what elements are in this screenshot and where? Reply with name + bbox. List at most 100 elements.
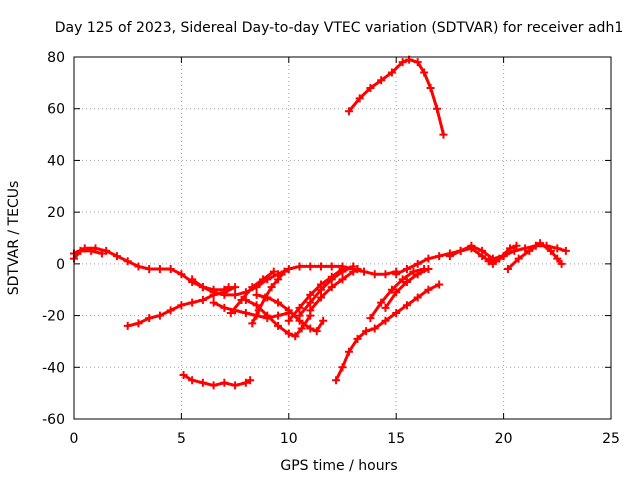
- data-point: [179, 371, 188, 380]
- data-point: [424, 254, 433, 263]
- data-point: [274, 321, 283, 330]
- series-line: [347, 58, 445, 137]
- data-point: [312, 327, 321, 336]
- data-point: [467, 241, 476, 250]
- data-point: [546, 246, 555, 255]
- data-point: [398, 275, 407, 284]
- data-point: [506, 244, 515, 253]
- chart-title: Day 125 of 2023, Sidereal Day-to-day VTE…: [55, 20, 623, 36]
- x-axis-label: GPS time / hours: [280, 458, 397, 474]
- y-tick-label: 40: [47, 153, 65, 169]
- series-arc-4: [179, 371, 255, 390]
- data-point: [145, 265, 154, 274]
- data-point: [435, 280, 444, 289]
- data-point: [263, 293, 272, 302]
- data-point: [420, 68, 429, 77]
- series-line: [287, 267, 344, 323]
- series-arc-13: [306, 265, 362, 315]
- series-arc-12: [295, 262, 358, 320]
- x-tick-label: 5: [177, 431, 186, 447]
- data-point: [353, 334, 362, 343]
- data-point: [188, 376, 197, 385]
- data-point: [280, 267, 289, 276]
- data-point: [259, 275, 268, 284]
- data-point: [433, 104, 442, 113]
- data-point: [332, 376, 341, 385]
- data-point: [188, 275, 197, 284]
- data-point: [306, 290, 315, 299]
- data-point: [398, 58, 407, 67]
- data-point: [484, 257, 493, 266]
- data-point: [198, 283, 207, 292]
- data-point: [87, 246, 96, 255]
- data-point: [248, 283, 257, 292]
- data-point: [231, 290, 240, 299]
- data-point: [510, 246, 519, 255]
- data-point: [220, 290, 229, 299]
- data-point: [402, 265, 411, 274]
- data-point: [267, 283, 276, 292]
- data-point: [370, 324, 379, 333]
- data-point: [317, 262, 326, 271]
- data-point: [177, 301, 186, 310]
- x-tick-label: 0: [70, 431, 79, 447]
- data-point: [297, 324, 306, 333]
- data-point: [112, 252, 121, 261]
- y-tick-label: -20: [42, 309, 65, 325]
- data-point: [521, 244, 530, 253]
- data-point: [413, 293, 422, 302]
- data-point: [274, 298, 283, 307]
- data-point: [284, 306, 293, 315]
- series-line: [72, 249, 104, 261]
- data-point: [381, 303, 390, 312]
- data-point: [355, 94, 364, 103]
- data-point: [344, 107, 353, 116]
- data-point: [97, 249, 106, 258]
- data-point: [426, 84, 435, 93]
- data-point: [327, 283, 336, 292]
- data-point: [231, 381, 240, 390]
- data-point: [359, 267, 368, 276]
- data-point: [370, 270, 379, 279]
- data-point: [409, 267, 418, 276]
- y-tick-label: 0: [56, 257, 65, 273]
- series-arc-14: [344, 55, 448, 139]
- series-arc-20: [503, 239, 566, 274]
- axis-ticks: 0 5 10 15 20 25 -60 -40 -20 0 20 40 60 80: [42, 50, 620, 447]
- data-point: [291, 332, 300, 341]
- data-point: [102, 246, 111, 255]
- data-point: [514, 254, 523, 263]
- data-point: [284, 329, 293, 338]
- data-point: [198, 296, 207, 305]
- data-point: [344, 347, 353, 356]
- data-point: [252, 301, 261, 310]
- data-point: [327, 262, 336, 271]
- x-tick-label: 10: [280, 431, 298, 447]
- data-point: [366, 314, 375, 323]
- data-point: [392, 288, 401, 297]
- series-arc-2: [70, 246, 106, 263]
- series-arc-9: [241, 296, 315, 341]
- data-point: [338, 363, 347, 372]
- y-tick-label: -40: [42, 360, 65, 376]
- data-point: [306, 324, 315, 333]
- data-point: [220, 378, 229, 387]
- data-point: [306, 306, 315, 315]
- data-point: [177, 270, 186, 279]
- x-tick-label: 25: [602, 431, 620, 447]
- data-point: [134, 319, 143, 328]
- data-point: [366, 84, 375, 93]
- plot-frame: [73, 56, 612, 420]
- data-point: [478, 246, 487, 255]
- data-point: [353, 265, 362, 274]
- series-arc-5: [188, 262, 401, 299]
- data-point: [402, 301, 411, 310]
- data-point: [76, 246, 85, 255]
- data-point: [424, 265, 433, 274]
- data-point: [413, 259, 422, 268]
- data-point: [381, 270, 390, 279]
- data-point: [295, 303, 304, 312]
- series-line: [250, 270, 286, 325]
- data-point: [525, 246, 534, 255]
- data-point: [413, 58, 422, 67]
